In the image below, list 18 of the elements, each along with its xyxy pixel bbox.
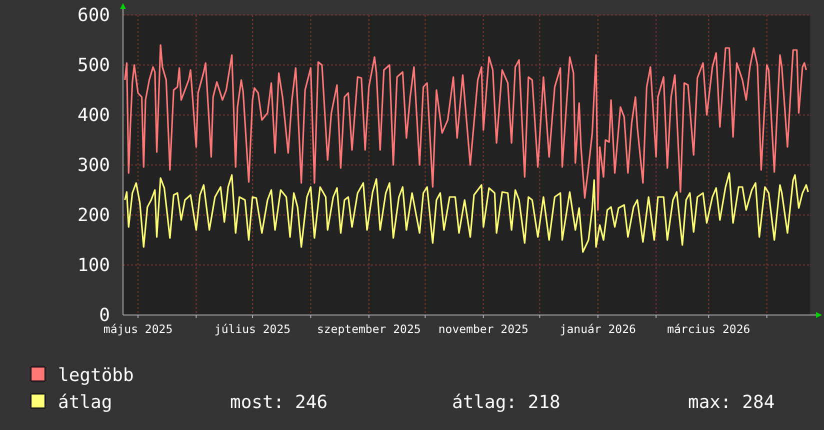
text: átlag: 218 [452,392,560,413]
y-tick-label: 500 [77,55,110,76]
y-tick-label: 400 [77,105,110,126]
y-tick-label: 600 [77,5,110,26]
legend-label: átlag [58,392,112,413]
line-series [124,44,808,211]
text: most: 246 [230,392,328,413]
y-tick-label: 100 [77,255,110,276]
y-tick-label: 300 [77,155,110,176]
line-series [124,172,809,253]
x-tick-label: november 2025 [438,322,528,336]
y-tick-label: 200 [77,205,110,226]
text: max: 284 [688,392,775,413]
x-tick-label: március 2026 [667,322,750,336]
x-tick-label: január 2026 [560,322,636,336]
legend-label: legtöbb [58,365,134,386]
x-tick-label: szeptember 2025 [316,322,421,336]
x-tick-label: július 2025 [214,322,291,336]
